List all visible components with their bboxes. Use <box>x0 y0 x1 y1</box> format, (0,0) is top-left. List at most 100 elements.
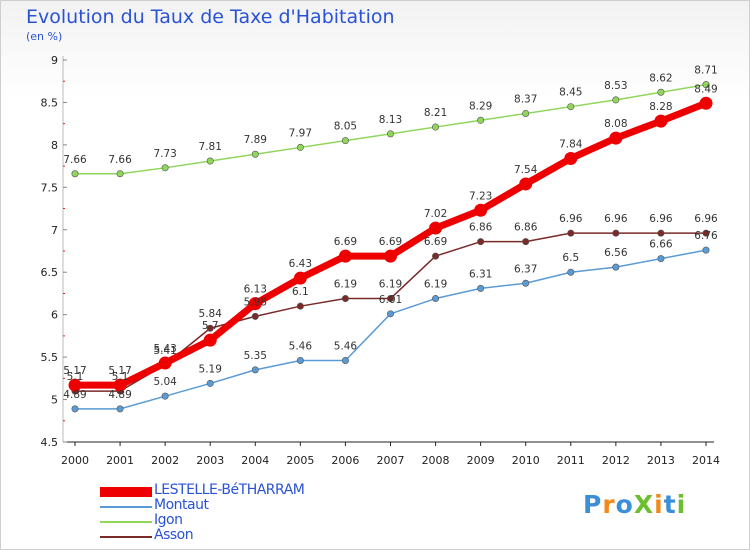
legend-label: Asson <box>154 527 194 543</box>
data-point <box>702 246 710 254</box>
data-label: 7.73 <box>153 148 176 160</box>
data-point <box>522 109 530 117</box>
y-tick-label: 7 <box>51 224 58 237</box>
y-tick-label: 5 <box>51 394 58 407</box>
data-point <box>654 114 668 128</box>
x-tick-label: 2004 <box>241 454 269 467</box>
data-point <box>341 357 349 365</box>
data-point <box>113 378 127 392</box>
data-point <box>432 123 440 131</box>
x-tick-label: 2006 <box>331 454 359 467</box>
proxiti-logo: ProXiti <box>583 490 686 519</box>
data-point <box>564 151 578 165</box>
data-label: 8.08 <box>604 118 627 130</box>
legend-swatch <box>100 521 152 523</box>
data-point <box>477 284 485 292</box>
data-label: 7.54 <box>514 164 538 176</box>
data-point <box>206 157 214 165</box>
data-label: 5.1 <box>67 371 84 383</box>
data-point <box>296 302 304 310</box>
legend-label: LESTELLE-BéTHARRAM <box>154 482 305 498</box>
data-label: 7.66 <box>108 154 132 166</box>
data-label: 6.96 <box>694 213 718 225</box>
y-tick-label: 9 <box>51 54 58 67</box>
data-point <box>612 263 620 271</box>
data-label: 7.23 <box>469 190 492 202</box>
data-point <box>432 295 440 303</box>
data-label: 8.29 <box>469 100 492 112</box>
data-point <box>116 170 124 178</box>
y-tick-label: 8 <box>51 139 58 152</box>
data-point <box>612 96 620 104</box>
data-label: 6.56 <box>604 247 628 259</box>
data-label: 8.05 <box>334 121 357 133</box>
x-tick-label: 2008 <box>422 454 450 467</box>
y-tick-label: 5.5 <box>41 351 59 364</box>
data-point <box>341 295 349 303</box>
data-point <box>567 103 575 111</box>
data-label: 7.81 <box>199 141 222 153</box>
data-label: 6.37 <box>514 263 537 275</box>
data-point <box>657 229 665 237</box>
x-tick-label: 2005 <box>286 454 314 467</box>
data-point <box>386 130 394 138</box>
chart-title: Evolution du Taux de Taxe d'Habitation <box>26 6 395 28</box>
x-tick-label: 2003 <box>196 454 224 467</box>
data-point <box>68 378 82 392</box>
data-point <box>71 170 79 178</box>
data-label: 5.43 <box>153 343 176 355</box>
data-label: 4.89 <box>108 389 131 401</box>
data-point <box>206 324 214 332</box>
data-label: 8.53 <box>604 80 627 92</box>
x-tick-label: 2000 <box>61 454 89 467</box>
data-label: 7.02 <box>424 208 447 220</box>
data-point <box>386 295 394 303</box>
data-label: 4.89 <box>63 389 86 401</box>
x-tick-label: 2012 <box>602 454 630 467</box>
data-label: 5.98 <box>244 296 267 308</box>
data-point <box>296 357 304 365</box>
data-label: 7.97 <box>289 127 312 139</box>
x-tick-label: 2002 <box>151 454 179 467</box>
y-tick-label: 4.5 <box>41 436 59 449</box>
data-label: 5.35 <box>244 350 267 362</box>
data-point <box>341 137 349 145</box>
data-label: 7.89 <box>244 134 267 146</box>
data-label: 5.41 <box>153 345 176 357</box>
data-label: 6.19 <box>334 279 357 291</box>
data-label: 6.96 <box>559 213 583 225</box>
data-point <box>474 203 488 217</box>
legend-label: Montaut <box>154 497 209 513</box>
data-label: 5.04 <box>153 376 177 388</box>
data-point <box>161 392 169 400</box>
logo-letter: t <box>663 490 677 519</box>
chart-subtitle: (en %) <box>26 30 63 43</box>
data-label: 5.84 <box>199 308 223 320</box>
data-label: 8.21 <box>424 107 447 119</box>
data-point <box>248 297 262 311</box>
data-label: 6.19 <box>424 279 447 291</box>
data-label: 6.01 <box>379 294 402 306</box>
data-label: 5.17 <box>63 365 86 377</box>
logo-letter: r <box>602 490 616 519</box>
data-point <box>203 333 217 347</box>
data-point <box>429 221 443 235</box>
legend-swatch <box>100 487 152 497</box>
data-label: 7.66 <box>63 154 87 166</box>
data-label: 8.37 <box>514 93 537 105</box>
data-point <box>384 249 397 263</box>
data-label: 6.86 <box>514 222 538 234</box>
data-label: 6.69 <box>424 236 447 248</box>
data-point <box>519 177 533 191</box>
data-point <box>567 229 575 237</box>
data-point <box>296 143 304 151</box>
data-point <box>702 81 710 89</box>
data-point <box>609 131 623 145</box>
logo-letter: i <box>654 490 664 519</box>
data-label: 8.49 <box>694 83 717 95</box>
data-point <box>477 238 485 246</box>
data-label: 5.46 <box>334 341 358 353</box>
data-point <box>567 268 575 276</box>
x-tick-label: 2010 <box>512 454 540 467</box>
